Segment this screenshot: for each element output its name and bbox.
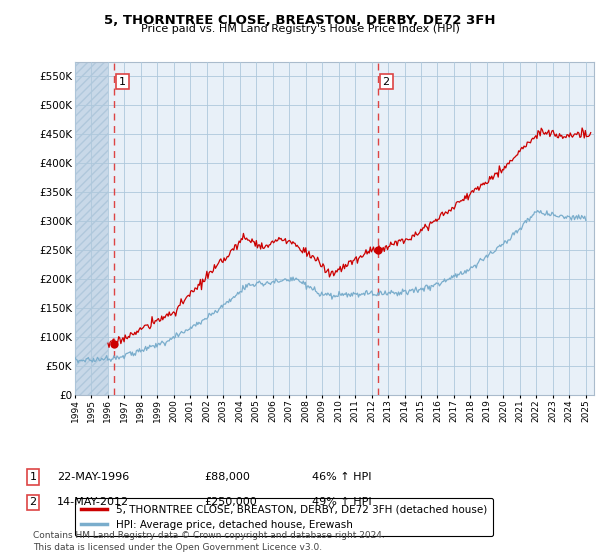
Text: 46% ↑ HPI: 46% ↑ HPI	[312, 472, 371, 482]
Text: Contains HM Land Registry data © Crown copyright and database right 2024.: Contains HM Land Registry data © Crown c…	[33, 531, 385, 540]
Text: 14-MAY-2012: 14-MAY-2012	[57, 497, 129, 507]
Text: 1: 1	[119, 77, 126, 87]
Bar	[75, 62, 108, 395]
Text: £88,000: £88,000	[204, 472, 250, 482]
Text: 22-MAY-1996: 22-MAY-1996	[57, 472, 129, 482]
Legend: 5, THORNTREE CLOSE, BREASTON, DERBY, DE72 3FH (detached house), HPI: Average pri: 5, THORNTREE CLOSE, BREASTON, DERBY, DE7…	[75, 498, 493, 536]
Text: £250,000: £250,000	[204, 497, 257, 507]
Text: This data is licensed under the Open Government Licence v3.0.: This data is licensed under the Open Gov…	[33, 543, 322, 552]
Text: 5, THORNTREE CLOSE, BREASTON, DERBY, DE72 3FH: 5, THORNTREE CLOSE, BREASTON, DERBY, DE7…	[104, 14, 496, 27]
Text: Price paid vs. HM Land Registry's House Price Index (HPI): Price paid vs. HM Land Registry's House …	[140, 24, 460, 34]
Text: 49% ↑ HPI: 49% ↑ HPI	[312, 497, 371, 507]
Text: 2: 2	[29, 497, 37, 507]
Text: 2: 2	[383, 77, 390, 87]
Text: 1: 1	[29, 472, 37, 482]
